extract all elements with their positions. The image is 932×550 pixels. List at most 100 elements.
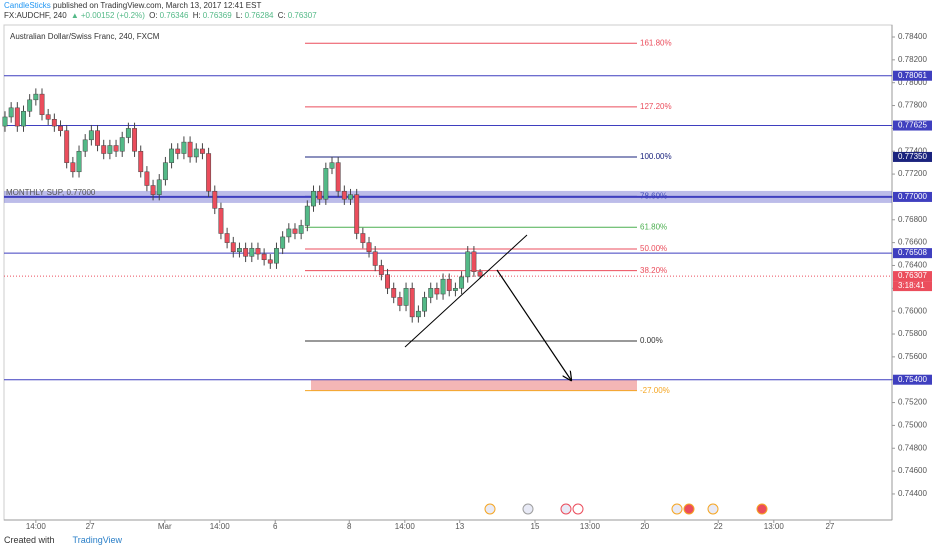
- y-tick-label: 0.76400: [898, 261, 927, 270]
- candle-body: [113, 145, 119, 152]
- y-tick-label: 0.78200: [898, 55, 927, 64]
- candle-body: [27, 99, 33, 112]
- candle-body: [292, 228, 298, 234]
- y-tick-label: 0.76800: [898, 215, 927, 224]
- chart: Australian Dollar/Swiss Franc, 240, FXCM…: [2, 24, 932, 531]
- event-icon: [683, 503, 695, 515]
- level-tag-bg: [893, 120, 932, 131]
- symbol: FX:AUDCHF, 240: [4, 11, 67, 20]
- level-tag: 0.78061: [898, 71, 927, 80]
- candle-body: [45, 114, 51, 120]
- candle-body: [311, 190, 316, 207]
- arrow: [496, 269, 571, 380]
- x-tick-label: 8: [347, 522, 352, 531]
- y-tick-label: 0.77800: [898, 101, 927, 110]
- countdown: 3:18:41: [898, 281, 925, 290]
- fib-label: 0.00%: [640, 336, 663, 345]
- candle-body: [64, 130, 70, 163]
- candle-body: [360, 233, 366, 243]
- level-tag: 0.77625: [898, 121, 927, 130]
- event-icon: [671, 503, 683, 515]
- y-tick-label: 0.78400: [898, 32, 927, 41]
- candle-body: [446, 278, 452, 291]
- candle-body: [329, 162, 335, 169]
- event-icons: [484, 503, 768, 515]
- y-tick-label: 0.75600: [898, 352, 927, 361]
- candle-body: [267, 259, 273, 264]
- candle-body: [107, 145, 113, 154]
- y-tick-label: 0.76600: [898, 238, 927, 247]
- support-tag-bg: [893, 191, 932, 202]
- candle-body: [144, 171, 150, 186]
- event-icon: [756, 503, 768, 515]
- ohlc-label: L:: [235, 11, 243, 20]
- x-tick-label: 27: [825, 522, 834, 531]
- fib-label: 100.00%: [640, 152, 672, 161]
- ohlc-label: H:: [192, 11, 201, 20]
- candle-body: [477, 271, 483, 277]
- level-tag-bg: [893, 374, 932, 385]
- ohlc-value: 0.76284: [244, 11, 274, 20]
- candle-body: [132, 128, 138, 152]
- event-icon: [484, 503, 496, 515]
- candle-body: [348, 194, 353, 200]
- candle-body: [119, 137, 125, 152]
- y-tick-label: 0.76000: [898, 306, 927, 315]
- candle-body: [286, 228, 292, 238]
- brand: TradingView: [72, 535, 123, 545]
- plot-frame: [3, 24, 893, 521]
- event-icon: [560, 503, 572, 515]
- x-tick-label: 14:00: [210, 522, 231, 531]
- change: +0.00152 (+0.2%): [80, 11, 145, 20]
- event-icon: [572, 503, 584, 515]
- candle-body: [169, 148, 175, 163]
- candle-body: [434, 288, 440, 295]
- x-tick-label: 13: [455, 522, 464, 531]
- candle-body: [385, 274, 390, 289]
- level-tag-bg: [893, 248, 932, 259]
- candle-body: [125, 128, 131, 138]
- candle-body: [95, 130, 100, 146]
- candle-body: [280, 236, 286, 249]
- y-tick-label: 0.74400: [898, 489, 927, 498]
- candle-body: [8, 107, 14, 118]
- fib-label: 38.20%: [640, 266, 667, 275]
- axis-group: 0.784000.782000.780000.778000.776000.774…: [4, 32, 932, 531]
- candle-body: [33, 93, 39, 101]
- header: CandleSticks published on TradingView.co…: [4, 1, 319, 21]
- candle-body: [415, 310, 421, 318]
- level-tag: 0.75400: [898, 375, 927, 384]
- last-tag: 0.76307: [898, 271, 927, 280]
- candle-body: [397, 297, 403, 306]
- candle-body: [403, 288, 409, 306]
- y-tick-label: 0.75200: [898, 398, 927, 407]
- fib-label: 127.20%: [640, 102, 672, 111]
- candle-body: [39, 93, 45, 115]
- x-tick-label: 6: [273, 522, 278, 531]
- candle-body: [317, 190, 323, 200]
- candle-body: [181, 141, 187, 154]
- level-tag-bg: [893, 70, 932, 81]
- candle-body: [372, 251, 378, 266]
- x-tick-label: 20: [640, 522, 649, 531]
- target-zone: [311, 379, 637, 391]
- candle-body: [452, 288, 458, 291]
- candle-body: [298, 225, 304, 234]
- candle-body: [156, 179, 162, 195]
- candle-body: [187, 141, 193, 158]
- support-tag: 0.77000: [898, 192, 927, 201]
- event-icon: [522, 503, 534, 515]
- candle-body: [428, 288, 434, 298]
- x-tick-label: 15: [531, 522, 540, 531]
- level-tag: 0.76508: [898, 248, 927, 257]
- y-tick-label: 0.77200: [898, 169, 927, 178]
- y-tick-label: 0.77400: [898, 146, 927, 155]
- candle-body: [150, 185, 156, 195]
- lines-group: MONTHLY SUP, 0.77000: [4, 75, 892, 381]
- change-arrow: ▲: [70, 11, 79, 20]
- created-with: Created with: [4, 535, 55, 545]
- candle-body: [391, 288, 397, 298]
- candle-body: [255, 248, 261, 255]
- candle-body: [261, 253, 267, 261]
- ohlc-label: O:: [149, 11, 158, 20]
